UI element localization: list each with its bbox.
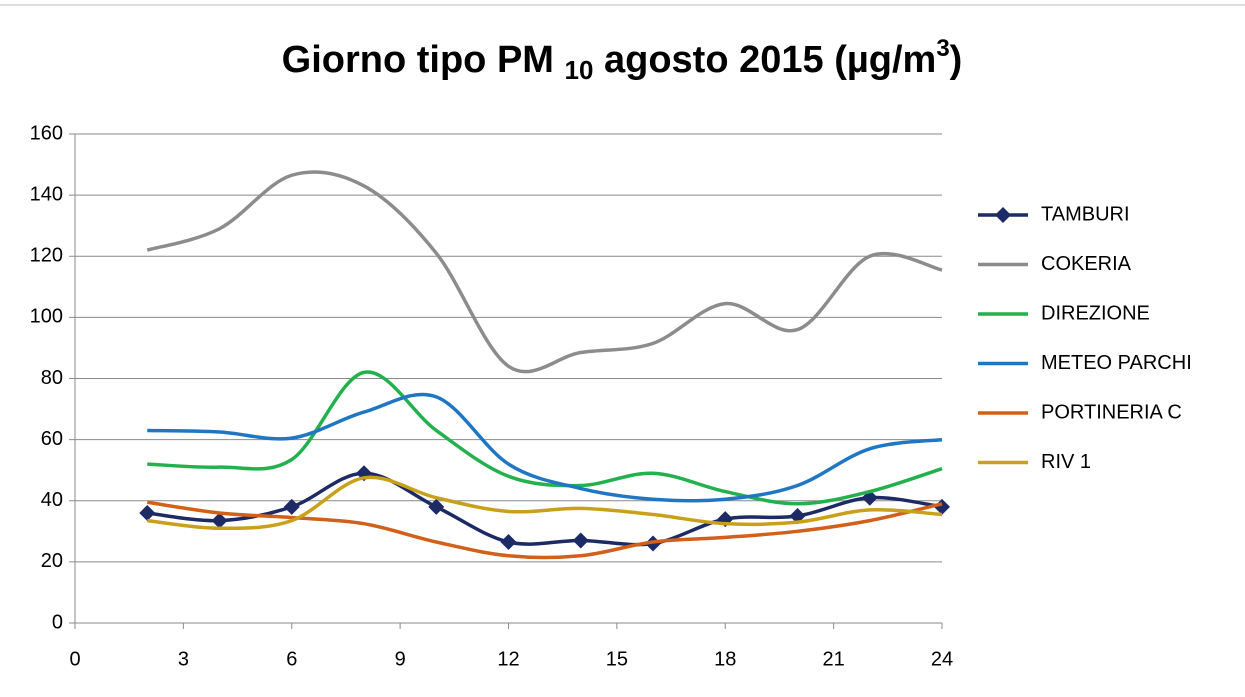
- series-line: [147, 475, 943, 531]
- x-tick-label: 0: [69, 648, 80, 670]
- series-line: [146, 500, 943, 560]
- point-marker: [500, 534, 517, 551]
- x-tick-label: 21: [823, 648, 845, 670]
- point-marker: [211, 512, 228, 529]
- point-marker: [428, 498, 445, 515]
- x-tick-label: 24: [931, 648, 953, 670]
- point-marker: [139, 504, 156, 521]
- point-marker: [283, 498, 300, 515]
- y-tick-label: 100: [30, 306, 63, 328]
- y-tick-label: 0: [52, 611, 63, 633]
- x-tick-label: 18: [714, 648, 736, 670]
- legend-marker: [995, 207, 1011, 223]
- title-part: agosto 2015 (µg/m: [593, 39, 936, 81]
- legend-label: DIREZIONE: [1041, 302, 1150, 324]
- y-tick-label: 60: [41, 428, 63, 450]
- title-superscript: 3: [936, 35, 949, 62]
- y-tick-label: 20: [41, 550, 63, 572]
- x-tick-label: 12: [497, 648, 519, 670]
- legend-label: PORTINERIA C: [1041, 401, 1182, 423]
- legend-label: RIV 1: [1041, 451, 1091, 473]
- title-part: Giorno tipo PM: [282, 39, 565, 81]
- point-marker: [934, 498, 950, 515]
- x-tick-label: 3: [178, 648, 189, 670]
- series-line: [146, 170, 943, 374]
- y-tick-label: 140: [30, 183, 63, 205]
- point-marker: [572, 532, 589, 549]
- x-tick-label: 15: [606, 648, 628, 670]
- legend-label: COKERIA: [1041, 253, 1132, 275]
- y-tick-label: 40: [41, 489, 63, 511]
- y-tick-label: 80: [41, 367, 63, 389]
- x-tick-label: 9: [395, 648, 406, 670]
- series-line: [147, 370, 943, 506]
- chart-title: Giorno tipo PM 10 agosto 2015 (µg/m3): [282, 35, 963, 85]
- x-tick-label: 6: [286, 648, 297, 670]
- y-tick-label: 160: [30, 122, 63, 144]
- title-part: ): [950, 39, 963, 81]
- legend-label: METEO PARCHI: [1041, 352, 1192, 374]
- series-line: [147, 392, 943, 503]
- title-subscript: 10: [565, 55, 594, 85]
- legend-label: TAMBURI: [1041, 203, 1130, 225]
- y-tick-label: 120: [30, 245, 63, 267]
